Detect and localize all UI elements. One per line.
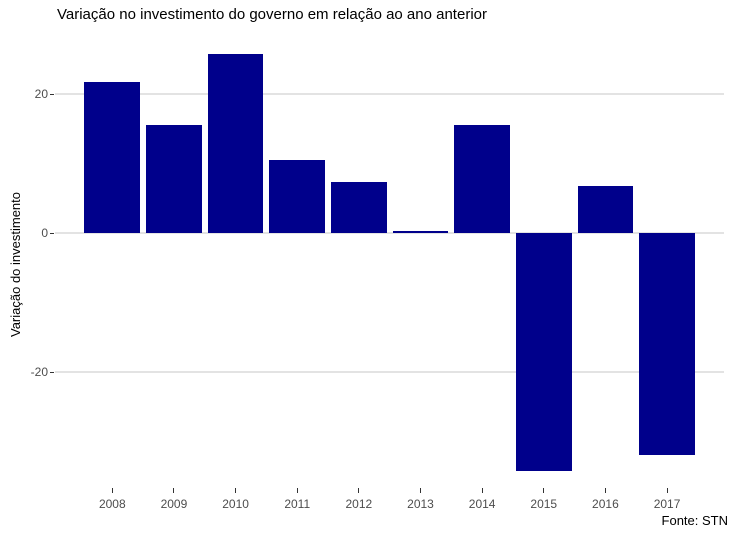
- y-tick-label: 20: [34, 87, 48, 101]
- x-tick-mark: [604, 488, 606, 493]
- x-tick-mark: [111, 488, 113, 493]
- x-tick-label: 2014: [468, 497, 496, 511]
- x-tick-label: 2009: [160, 497, 188, 511]
- bar-2016: [577, 186, 634, 233]
- y-tick-mark: [50, 371, 54, 373]
- x-tick-label: 2015: [530, 497, 558, 511]
- y-axis-title: Variação do investimento: [8, 191, 23, 337]
- bar-2012: [331, 181, 387, 233]
- x-tick-label: 2012: [345, 497, 373, 511]
- x-tick-mark: [543, 488, 545, 493]
- bar-2017: [639, 233, 695, 455]
- x-tick-label: 2011: [284, 497, 311, 511]
- x-tick-mark: [235, 488, 237, 493]
- chart-title: Variação no investimento do governo em r…: [57, 6, 487, 23]
- x-tick-mark: [358, 488, 360, 493]
- source-caption: Fonte: STN: [661, 513, 728, 528]
- y-tick-mark: [50, 232, 54, 234]
- bar-2014: [454, 125, 510, 233]
- y-tick-mark: [50, 93, 54, 95]
- plot-area: [55, 40, 724, 488]
- x-tick-mark: [666, 488, 668, 493]
- bar-2010: [207, 53, 264, 233]
- bar-2008: [84, 82, 141, 233]
- y-tick-label: 0: [41, 226, 48, 240]
- y-tick-label: -20: [30, 365, 48, 379]
- x-tick-label: 2013: [407, 497, 434, 511]
- x-tick-label: 2008: [98, 497, 126, 511]
- x-tick-mark: [420, 488, 421, 493]
- gridline-y-20: [55, 371, 724, 373]
- x-tick-mark: [173, 488, 175, 493]
- bar-2011: [269, 160, 326, 233]
- bar-2009: [146, 125, 202, 233]
- gridline-y0: [55, 232, 724, 234]
- bar-2013: [392, 230, 449, 233]
- bar-2015: [515, 233, 572, 472]
- x-tick-label: 2016: [592, 497, 619, 511]
- x-tick-label: 2017: [653, 497, 681, 511]
- x-tick-mark: [481, 488, 483, 493]
- x-tick-mark: [296, 488, 298, 493]
- gridline-y20: [55, 93, 724, 95]
- x-tick-label: 2010: [222, 497, 249, 511]
